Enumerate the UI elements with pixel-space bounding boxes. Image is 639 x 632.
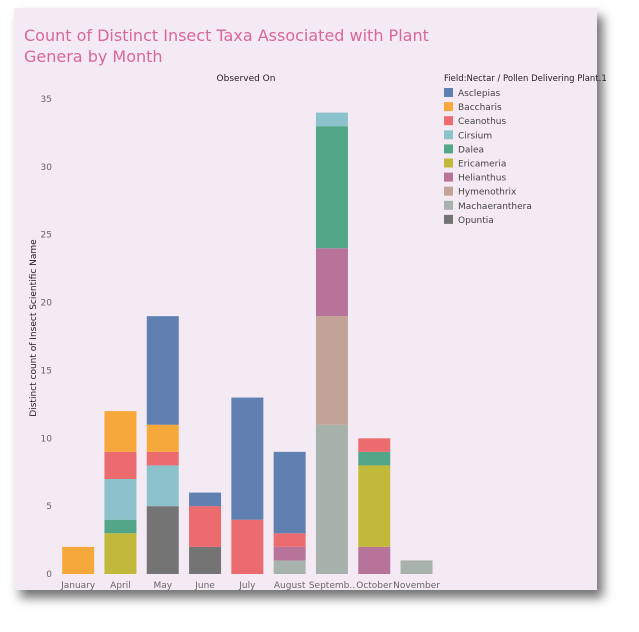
- bar-october-dalea[interactable]: [358, 451, 391, 466]
- bar-august-helianthus[interactable]: [273, 546, 306, 561]
- bar-may-baccharis[interactable]: [146, 424, 179, 452]
- bar-septemb-machaeranthera[interactable]: [315, 424, 348, 574]
- bar-septemb-hymenothrix[interactable]: [315, 316, 348, 425]
- bar-july-asclepias[interactable]: [231, 397, 264, 520]
- bar-april-ceanothus[interactable]: [104, 451, 137, 479]
- x-tick-label: June: [194, 581, 215, 591]
- bar-april-dalea[interactable]: [104, 519, 137, 534]
- bar-septemb-helianthus[interactable]: [315, 248, 348, 317]
- x-tick-label: Septemb..: [309, 581, 355, 591]
- bar-april-baccharis[interactable]: [104, 411, 137, 452]
- bar-april-cirsium[interactable]: [104, 479, 137, 520]
- chart-title: Count of Distinct Insect Taxa Associated…: [24, 26, 429, 66]
- bar-april-ericameria[interactable]: [104, 533, 137, 574]
- legend-swatch-dalea[interactable]: [444, 144, 453, 154]
- legend-swatch-helianthus[interactable]: [444, 172, 453, 182]
- bar-august-machaeranthera[interactable]: [273, 560, 306, 574]
- legend-item-dalea[interactable]: Dalea: [458, 145, 484, 155]
- legend-item-helianthus[interactable]: Helianthus: [458, 174, 506, 184]
- bar-october-ceanothus[interactable]: [358, 438, 391, 452]
- y-axis: 0 5 10 15 20 25 30 35: [41, 95, 53, 580]
- y-tick-label: 25: [41, 231, 52, 241]
- bar-july-ceanothus[interactable]: [231, 519, 264, 574]
- legend-title: Field:Nectar / Pollen Delivering Plant.1: [444, 74, 607, 84]
- legend-swatch-opuntia[interactable]: [444, 214, 453, 224]
- y-tick-label: 20: [41, 299, 53, 309]
- legend-swatch-asclepias[interactable]: [444, 88, 453, 97]
- bar-septemb-cirsium[interactable]: [315, 112, 348, 127]
- column-header: Observed On: [217, 74, 276, 84]
- bar-may-ceanothus[interactable]: [146, 451, 179, 466]
- legend-swatch-ericameria[interactable]: [444, 158, 453, 168]
- y-tick-label: 15: [41, 366, 52, 376]
- bar-septemb-dalea[interactable]: [315, 126, 348, 249]
- legend-item-hymenothrix[interactable]: Hymenothrix: [458, 188, 517, 198]
- legend-swatch-ceanothus[interactable]: [444, 116, 453, 126]
- legend-item-cirsium[interactable]: Cirsium: [458, 131, 492, 141]
- bar-august-ceanothus[interactable]: [273, 533, 306, 547]
- x-tick-label: April: [110, 581, 131, 591]
- bar-may-opuntia[interactable]: [146, 506, 179, 574]
- bar-june-opuntia[interactable]: [189, 546, 222, 574]
- legend-item-opuntia[interactable]: Opuntia: [458, 216, 494, 226]
- bar-june-asclepias[interactable]: [189, 492, 222, 507]
- y-tick-label: 30: [41, 163, 53, 173]
- bar-august-asclepias[interactable]: [273, 451, 306, 534]
- legend-item-machaeranthera[interactable]: Machaeranthera: [458, 202, 532, 212]
- bar-january-baccharis[interactable]: [62, 546, 95, 574]
- y-tick-label: 10: [41, 434, 53, 444]
- x-tick-label: July: [238, 581, 256, 591]
- legend-swatch-cirsium[interactable]: [444, 130, 453, 140]
- legend: Field:Nectar / Pollen Delivering Plant.1…: [444, 74, 607, 226]
- x-tick-label: January: [60, 581, 96, 591]
- legend-swatch-machaeranthera[interactable]: [444, 200, 453, 210]
- y-tick-label: 5: [46, 502, 52, 512]
- legend-swatch-baccharis[interactable]: [444, 102, 453, 112]
- bar-october-ericameria[interactable]: [358, 465, 391, 547]
- y-tick-label: 0: [46, 570, 52, 580]
- legend-swatch-hymenothrix[interactable]: [444, 186, 453, 196]
- x-tick-label: May: [153, 581, 172, 591]
- bar-may-cirsium[interactable]: [146, 465, 179, 507]
- x-tick-label: November: [393, 581, 440, 591]
- bar-november-machaeranthera[interactable]: [400, 560, 433, 574]
- bar-october-helianthus[interactable]: [358, 546, 391, 574]
- x-tick-label: October: [356, 581, 392, 591]
- bars-group: [62, 112, 433, 574]
- bar-june-ceanothus[interactable]: [189, 506, 222, 547]
- legend-item-baccharis[interactable]: Baccharis: [458, 103, 502, 113]
- x-tick-label: August: [274, 581, 306, 591]
- x-axis: January April May June July August Septemb.. Oc…: [60, 581, 440, 591]
- legend-item-asclepias[interactable]: Asclepias: [458, 89, 501, 99]
- y-tick-label: 35: [41, 95, 52, 105]
- legend-item-ceanothus[interactable]: Ceanothus: [458, 117, 506, 127]
- legend-item-ericameria[interactable]: Ericameria: [458, 160, 506, 170]
- bar-may-asclepias[interactable]: [146, 316, 179, 425]
- y-axis-label: Distinct count of Insect Scientific Name: [29, 239, 39, 417]
